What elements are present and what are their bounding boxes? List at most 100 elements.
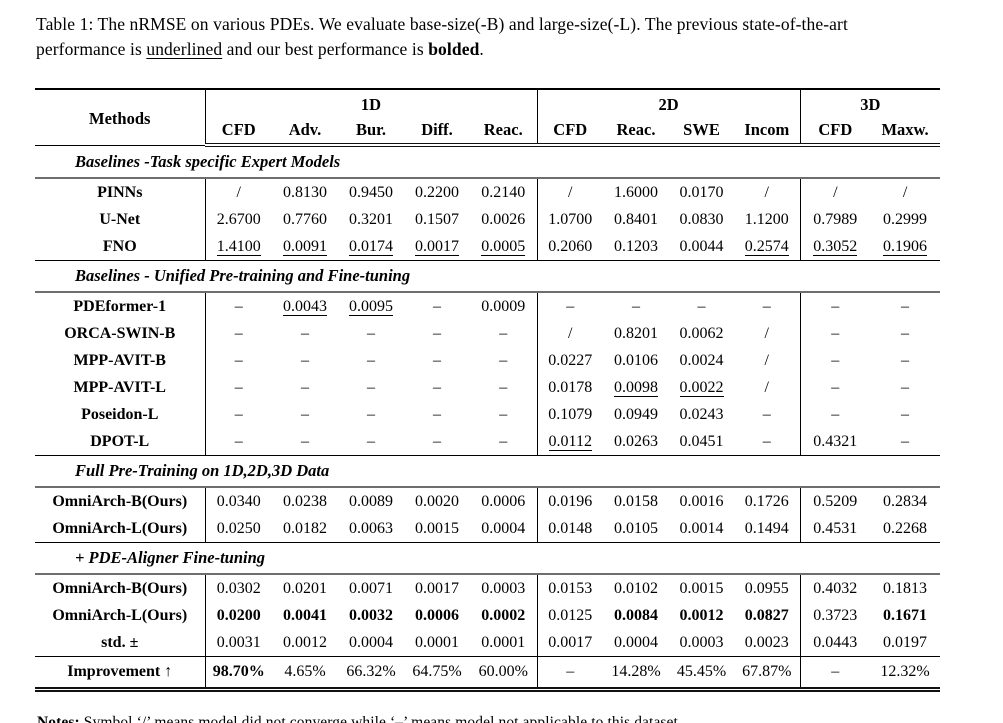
cell-value: / (764, 183, 769, 201)
cell-value: – (499, 432, 508, 450)
value-cell: 0.0827 (734, 602, 801, 629)
value-cell: 0.0003 (669, 629, 734, 657)
cell-value: 0.0022 (679, 378, 724, 397)
value-cell: 1.6000 (603, 178, 669, 206)
value-cell: – (870, 428, 940, 456)
cell-value: 0.0020 (415, 492, 459, 510)
notes-label: Notes: (37, 714, 80, 723)
section-title-row: Full Pre-Training on 1D,2D,3D Data (35, 455, 941, 488)
cell-value: – (234, 432, 243, 450)
value-cell: – (205, 374, 272, 401)
cell-value: 0.0032 (349, 606, 393, 624)
value-cell: – (870, 374, 940, 401)
cell-value: 0.0003 (679, 633, 724, 651)
value-cell: – (870, 401, 940, 428)
cell-value: 0.0243 (679, 405, 724, 423)
cell-value: – (901, 405, 910, 423)
cell-value: – (566, 297, 575, 315)
value-cell: 0.0024 (669, 347, 734, 374)
caption-line2-mid: and our best performance is (222, 39, 429, 59)
value-cell: 0.0174 (338, 233, 404, 261)
value-cell: 0.2834 (870, 487, 940, 515)
value-cell: 0.0026 (470, 206, 538, 233)
value-cell: / (734, 374, 801, 401)
cell-value: 0.0095 (349, 297, 393, 316)
cell-value: 0.3052 (813, 237, 858, 256)
cell-value: – (901, 432, 910, 450)
value-cell: 0.0005 (470, 233, 538, 261)
cell-value: 0.0089 (349, 492, 393, 510)
col-header: Incom (734, 117, 801, 147)
table-body: Baselines -Task specific Expert Models PI… (35, 144, 941, 692)
cell-value: – (234, 297, 243, 315)
cell-value: 0.0443 (813, 633, 858, 651)
table-caption: Table 1: The nRMSE on various PDEs. We e… (36, 12, 983, 62)
col-header: CFD (205, 117, 272, 147)
cell-value: 0.2999 (883, 210, 928, 228)
col-header: Bur. (338, 117, 404, 147)
cell-value: 0.0012 (679, 606, 724, 624)
value-cell: 0.0012 (669, 602, 734, 629)
cell-value: 0.1494 (744, 519, 789, 537)
cell-value: 0.2268 (883, 519, 928, 537)
cell-value: 0.0238 (283, 492, 327, 510)
value-cell: – (338, 428, 404, 456)
value-cell: – (404, 292, 470, 320)
value-cell: 0.0955 (734, 574, 801, 602)
cell-value: 67.87% (742, 663, 792, 680)
value-cell: – (470, 374, 538, 401)
cell-value: 0.0041 (283, 606, 327, 624)
cell-value: / (764, 324, 769, 342)
value-cell: 0.0095 (338, 292, 404, 320)
value-cell: 45.45% (669, 656, 734, 692)
cell-value: 0.1671 (883, 606, 928, 624)
cell-value: 0.5209 (813, 492, 858, 510)
value-cell: 0.2268 (870, 515, 940, 543)
value-cell: 12.32% (870, 656, 941, 692)
cell-value: 0.2200 (415, 183, 459, 201)
cell-value: – (433, 378, 441, 396)
cell-value: 0.0044 (679, 237, 724, 255)
value-cell: 0.1079 (537, 401, 603, 428)
cell-value: – (499, 324, 508, 342)
group-header-row: Methods 1D 2D 3D (35, 89, 940, 145)
cell-value: 0.9450 (349, 183, 393, 201)
group-header-2d: 2D (537, 89, 801, 117)
cell-value: – (433, 351, 441, 369)
value-cell: 0.2999 (870, 206, 940, 233)
value-cell: 0.0043 (272, 292, 338, 320)
cell-value: 0.0340 (216, 492, 261, 510)
value-cell: 0.3723 (800, 602, 870, 629)
col-header: CFD (800, 117, 871, 147)
value-cell: / (205, 178, 272, 206)
value-cell: – (470, 347, 538, 374)
cell-value: 12.32% (880, 663, 930, 680)
value-cell: – (800, 347, 870, 374)
value-cell: 0.7760 (272, 206, 338, 233)
value-cell: 98.70% (205, 656, 272, 692)
cell-value: 0.0125 (548, 606, 593, 624)
cell-value: – (762, 432, 771, 450)
cell-value: 1.4100 (216, 237, 261, 256)
section-title: Baselines - Unified Pre-training and Fin… (35, 260, 941, 293)
cell-value: – (433, 405, 441, 423)
value-cell: 0.0105 (603, 515, 669, 543)
table-row: MPP-AVIT-B – – – – – 0.0227 0.0106 0.0024 / – – (35, 347, 940, 374)
cell-value: – (234, 324, 243, 342)
cell-value: 45.45% (676, 663, 727, 680)
cell-value: 0.3723 (813, 606, 858, 624)
value-cell: – (272, 374, 338, 401)
table-row: ORCA-SWIN-B – – – – – / 0.8201 0.0062 / – – (35, 320, 940, 347)
value-cell: 0.8401 (603, 206, 669, 233)
value-cell: 0.0243 (669, 401, 734, 428)
methods-header: Methods (35, 89, 206, 145)
cell-value: / (764, 351, 769, 369)
value-cell: 0.1494 (734, 515, 801, 543)
cell-value: 0.0153 (548, 579, 593, 597)
cell-value: 0.0017 (415, 237, 459, 256)
value-cell: 0.0196 (537, 487, 603, 515)
cell-value: 0.0084 (614, 606, 658, 624)
col-header: Adv. (272, 117, 338, 147)
cell-value: 0.0001 (481, 633, 526, 651)
cell-value: 0.0091 (283, 237, 327, 256)
